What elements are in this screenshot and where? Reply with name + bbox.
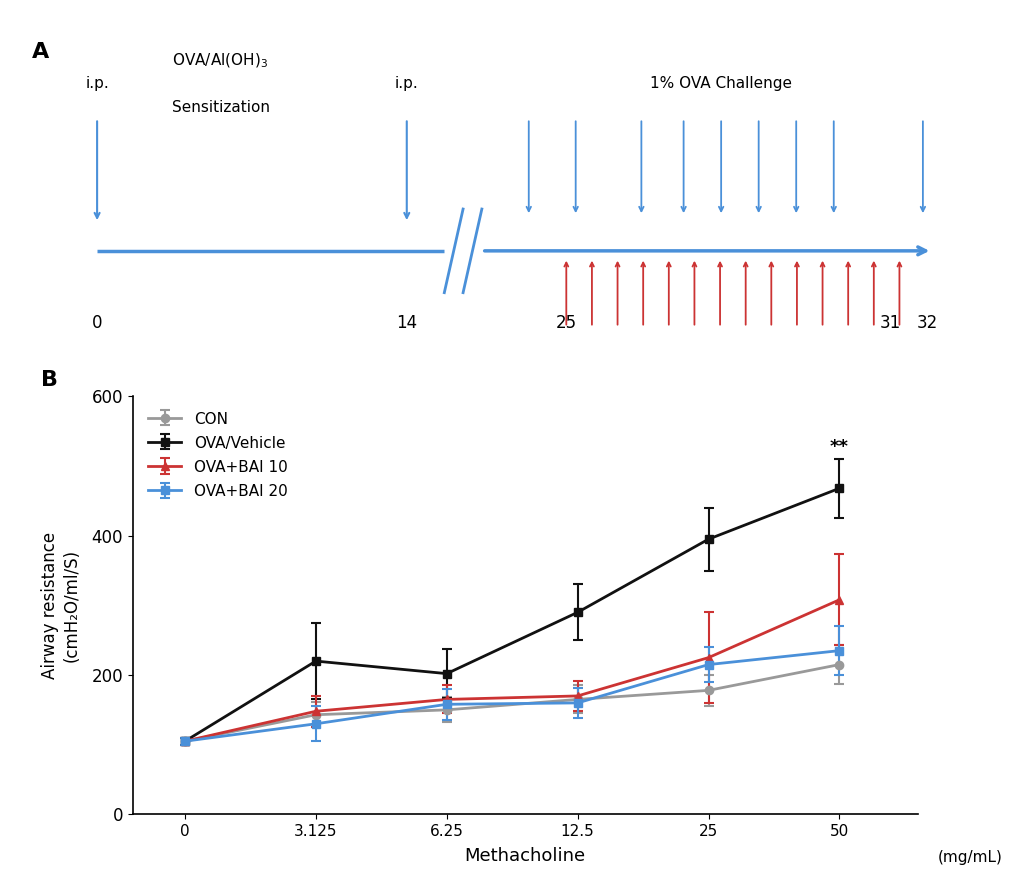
Text: **: ** — [829, 437, 848, 456]
Text: i.p.: i.p. — [86, 76, 109, 91]
Text: 14: 14 — [395, 314, 417, 332]
Legend: CON, OVA/Vehicle, OVA+BAI 10, OVA+BAI 20: CON, OVA/Vehicle, OVA+BAI 10, OVA+BAI 20 — [140, 404, 294, 507]
Y-axis label: Airway resistance
(cmH₂O/ml/S): Airway resistance (cmH₂O/ml/S) — [42, 532, 81, 679]
Text: 1% OVA Challenge: 1% OVA Challenge — [649, 76, 792, 91]
Text: (mg/mL): (mg/mL) — [936, 850, 1002, 865]
Text: A: A — [32, 42, 49, 62]
Text: i.p.: i.p. — [394, 76, 418, 91]
Text: 0: 0 — [92, 314, 102, 332]
Text: OVA/Al(OH)$_3$: OVA/Al(OH)$_3$ — [172, 51, 268, 70]
Text: 32: 32 — [916, 314, 937, 332]
Text: Sensitization: Sensitization — [172, 100, 270, 115]
Text: 31: 31 — [878, 314, 900, 332]
Text: B: B — [41, 370, 58, 390]
X-axis label: Methacholine: Methacholine — [465, 847, 585, 866]
Text: 25: 25 — [555, 314, 577, 332]
